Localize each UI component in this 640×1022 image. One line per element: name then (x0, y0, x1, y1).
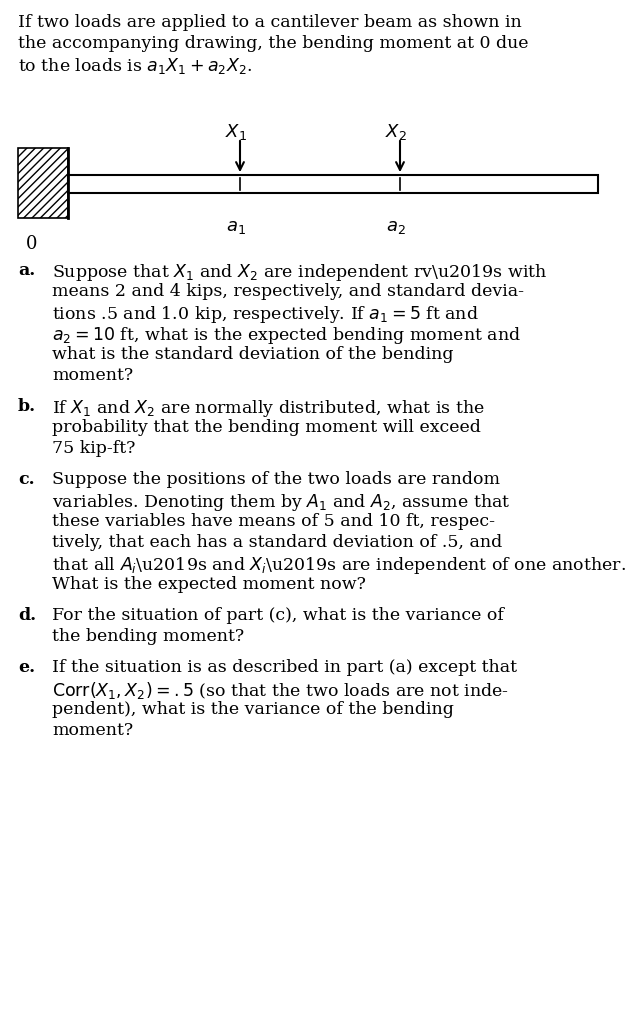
Text: that all $A_i$\u2019s and $X_i$\u2019s are independent of one another.: that all $A_i$\u2019s and $X_i$\u2019s a… (52, 555, 626, 576)
Text: pendent), what is the variance of the bending: pendent), what is the variance of the be… (52, 701, 454, 718)
Text: $a_2$: $a_2$ (386, 218, 406, 236)
Text: $\mathrm{Corr}(X_1, X_2) = .5$ (so that the two loads are not inde-: $\mathrm{Corr}(X_1, X_2) = .5$ (so that … (52, 680, 509, 701)
Text: Suppose the positions of the two loads are random: Suppose the positions of the two loads a… (52, 471, 500, 487)
Text: means 2 and 4 kips, respectively, and standard devia-: means 2 and 4 kips, respectively, and st… (52, 283, 524, 300)
Bar (18, 148, 68, 218)
Text: e.: e. (18, 659, 35, 676)
Text: $a_2 = 10$ ft, what is the expected bending moment and: $a_2 = 10$ ft, what is the expected bend… (52, 325, 521, 346)
Text: For the situation of part (c), what is the variance of: For the situation of part (c), what is t… (52, 607, 504, 624)
Text: probability that the bending moment will exceed: probability that the bending moment will… (52, 419, 481, 436)
Text: 75 kip-ft?: 75 kip-ft? (52, 440, 136, 457)
Text: $a_1$: $a_1$ (226, 218, 246, 236)
Text: d.: d. (18, 607, 36, 624)
Text: the bending moment?: the bending moment? (52, 628, 244, 645)
Text: variables. Denoting them by $A_1$ and $A_2$, assume that: variables. Denoting them by $A_1$ and $A… (52, 492, 511, 513)
Text: What is the expected moment now?: What is the expected moment now? (52, 576, 366, 593)
Text: c.: c. (18, 471, 35, 487)
Text: a.: a. (18, 262, 35, 279)
Text: moment?: moment? (52, 367, 133, 384)
Text: tively, that each has a standard deviation of .5, and: tively, that each has a standard deviati… (52, 535, 502, 551)
Text: to the loads is $a_1X_1 + a_2X_2$.: to the loads is $a_1X_1 + a_2X_2$. (18, 56, 252, 76)
Text: b.: b. (18, 398, 36, 415)
Text: If two loads are applied to a cantilever beam as shown in: If two loads are applied to a cantilever… (18, 14, 522, 31)
Text: what is the standard deviation of the bending: what is the standard deviation of the be… (52, 346, 454, 363)
Text: $X_2$: $X_2$ (385, 122, 407, 142)
Text: the accompanying drawing, the bending moment at 0 due: the accompanying drawing, the bending mo… (18, 35, 529, 52)
Text: moment?: moment? (52, 722, 133, 739)
Text: these variables have means of 5 and 10 ft, respec-: these variables have means of 5 and 10 f… (52, 513, 495, 530)
Text: If the situation is as described in part (a) except that: If the situation is as described in part… (52, 659, 517, 676)
Text: 0: 0 (26, 235, 38, 253)
Text: $X_1$: $X_1$ (225, 122, 247, 142)
Bar (68, 175, 598, 193)
Text: tions .5 and 1.0 kip, respectively. If $a_1 = 5$ ft and: tions .5 and 1.0 kip, respectively. If $… (52, 304, 479, 325)
Text: Suppose that $X_1$ and $X_2$ are independent rv\u2019s with: Suppose that $X_1$ and $X_2$ are indepen… (52, 262, 547, 283)
Text: If $X_1$ and $X_2$ are normally distributed, what is the: If $X_1$ and $X_2$ are normally distribu… (52, 398, 484, 419)
